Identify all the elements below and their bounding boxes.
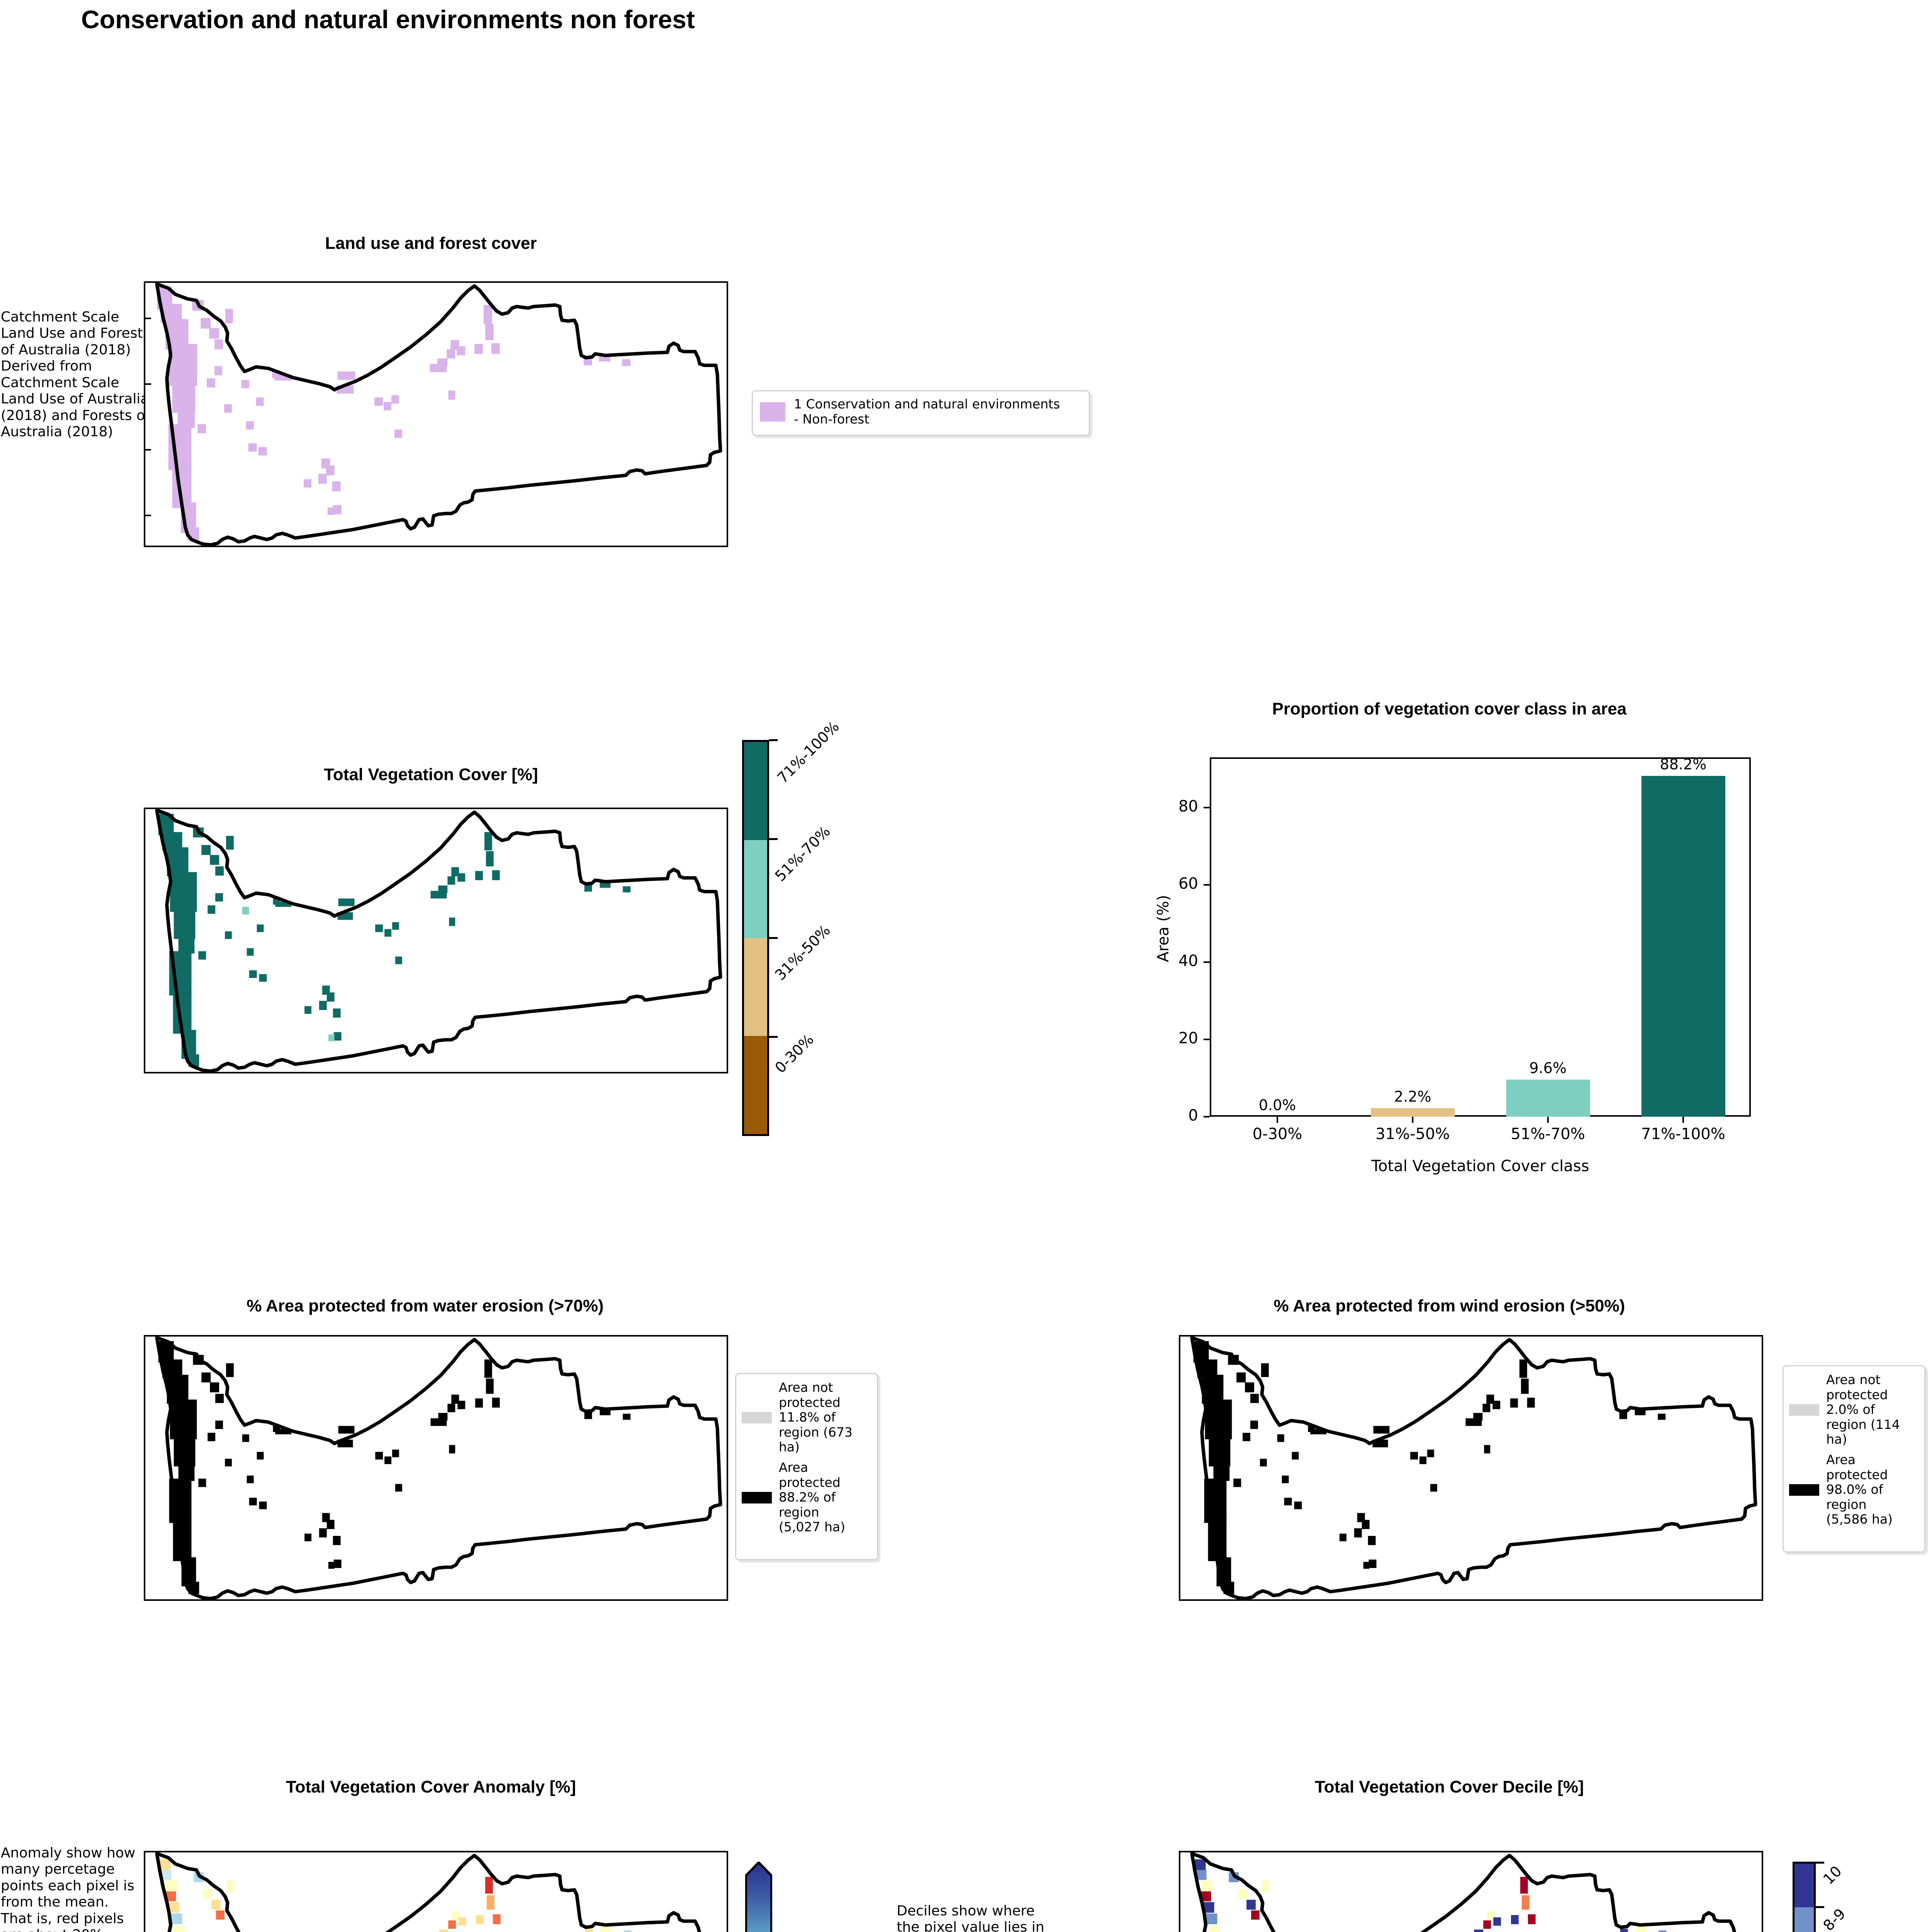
y-tick-label-0: 0 [1188,1107,1198,1124]
bar-51%-70%[interactable] [1506,1080,1590,1117]
bar-value-label-31%-50%: 2.2% [1394,1088,1432,1105]
x-tick-mark [1547,1117,1549,1123]
colorbar-segment-71-100 [744,742,767,840]
legend-item-label: 1 Conservation and natural environments … [794,396,1060,427]
colorbar-segment-10 [1794,1864,1814,1908]
colorbar-tick [769,1036,778,1038]
y-tick-mark [1204,1039,1210,1040]
colorbar-tick [769,937,778,939]
legend-color-swatch-not-protected [1789,1404,1819,1416]
vegcover-map [144,808,728,1073]
vegcover-panel-title: Total Vegetation Cover [%] [323,765,538,784]
decile-colorbar [1793,1862,1816,1932]
catchment-outline [1190,1337,1757,1599]
bar-value-label-51%-70%: 9.6% [1529,1060,1567,1077]
bar-31%-50%[interactable] [1371,1108,1455,1117]
colorbar-label-8-9: 8-9 [1820,1905,1849,1932]
colorbar-tick [769,739,778,741]
wind-erosion-map [1179,1335,1763,1601]
colorbar-tick [1816,1862,1824,1864]
catchment-outline [155,283,722,546]
x-tick-label-31%-50%: 31%-50% [1375,1125,1450,1143]
legend-color-swatch-protected [742,1492,772,1503]
colorbar-segment-8-9 [1794,1907,1814,1932]
y-tick-mark [1204,884,1210,886]
decile-sidenote: Deciles show where the pixel value lies … [897,1903,1045,1932]
anomaly-panel-title: Total Vegetation Cover Anomaly [%] [286,1777,576,1796]
y-tick-mark [1204,1116,1210,1117]
x-tick-label-0-30%: 0-30% [1252,1125,1302,1143]
legend-color-swatch-not-protected [742,1412,772,1423]
y-tick-label-40: 40 [1178,952,1198,970]
anomaly-map [144,1851,728,1932]
axis-tick [145,318,151,319]
catchment-outline [155,1852,701,1932]
bar-71%-100%[interactable] [1641,776,1725,1117]
water-erosion-map [144,1335,728,1601]
decile-panel-title: Total Vegetation Cover Decile [%] [1314,1777,1584,1796]
colorbar-label-0-30: 0-30% [771,1031,817,1077]
colorbar-segment-51-70 [744,840,767,938]
decile-map [1179,1851,1763,1932]
y-tick-mark [1204,807,1210,808]
axis-tick [145,449,151,451]
page-title: Conservation and natural environments no… [81,5,695,34]
wind-erosion-pixels [1193,1341,1666,1594]
catchment-outline [155,1337,722,1599]
wind-erosion-panel-title: % Area protected from wind erosion (>50%… [1274,1296,1625,1315]
colorbar-label-51-70: 51%-70% [771,823,834,885]
colorbar-label-71-100: 71%-100% [774,718,843,787]
anomaly-pixels [160,1859,632,1932]
y-tick-mark [1204,961,1210,963]
colorbar-label-pos20: 20 [784,1931,802,1932]
x-tick-label-71%-100%: 71%-100% [1641,1125,1725,1143]
water-erosion-pixels [158,1341,631,1594]
legend-color-swatch [760,402,785,422]
x-axis-title: Total Vegetation Cover class [1371,1157,1589,1175]
y-tick-label-20: 20 [1178,1029,1198,1047]
colorbar-tick [769,838,778,840]
y-tick-label-80: 80 [1178,798,1198,815]
x-tick-mark [1277,1117,1278,1123]
x-tick-mark [1682,1117,1684,1123]
landuse-sidenote: Catchment Scale Land Use and Forests of … [1,309,150,440]
colorbar-label-10: 10 [1820,1862,1845,1888]
vegcover-pixels [158,813,631,1067]
bar-value-label-71%-100%: 88.2% [1660,756,1707,773]
colorbar-label-31-50: 31%-50% [771,922,834,984]
water-erosion-panel-title: % Area protected from water erosion (>70… [247,1296,604,1315]
bar-chart-title: Proportion of vegetation cover class in … [1272,699,1627,718]
colorbar-segment-0-30 [744,1036,767,1134]
legend-item-label-protected: Area protected 98.0% of region (5,586 ha… [1826,1452,1893,1527]
colorbar-segment-31-50 [744,938,767,1036]
axis-tick [145,515,151,516]
legend-item-label-not-protected: Area not protected 2.0% of region (114 h… [1826,1372,1900,1447]
x-tick-label-51%-70%: 51%-70% [1510,1125,1585,1143]
axis-tick [145,383,151,385]
water-erosion-legend: Area not protected 11.8% of region (673 … [735,1373,878,1560]
catchment-outline [155,809,722,1072]
decile-pixels [1195,1859,1667,1932]
vegcover-colorbar [742,740,769,1136]
bar-value-label-0-30%: 0.0% [1258,1097,1296,1114]
x-tick-mark [1412,1117,1413,1123]
landuse-panel-title: Land use and forest cover [325,234,537,253]
wind-erosion-legend: Area not protected 2.0% of region (114 h… [1783,1365,1926,1553]
landuse-pixels [157,286,631,541]
landuse-legend: 1 Conservation and natural environments … [752,390,1090,436]
colorbar-tick [1816,1906,1824,1908]
catchment-outline [1190,1852,1737,1932]
anomaly-colorbar [745,1862,772,1932]
anomaly-sidenote: Anomaly show how many percetage points e… [1,1845,136,1932]
y-tick-label-60: 60 [1178,875,1198,893]
legend-item-label-protected: Area protected 88.2% of region (5,027 ha… [779,1460,845,1535]
landuse-map [144,281,728,547]
bar-chart: Area (%) Total Vegetation Cover class 0.… [1136,734,1786,1198]
legend-item-label-not-protected: Area not protected 11.8% of region (673 … [779,1380,853,1455]
legend-color-swatch-protected [1789,1484,1819,1496]
